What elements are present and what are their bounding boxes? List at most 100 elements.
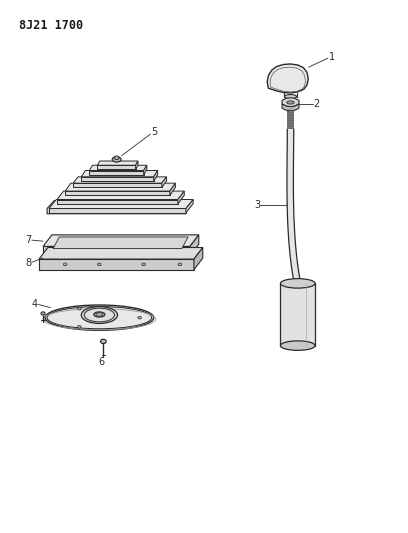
Polygon shape	[282, 98, 299, 107]
Polygon shape	[162, 177, 166, 188]
Polygon shape	[287, 211, 294, 215]
Text: 2: 2	[313, 99, 320, 109]
Polygon shape	[287, 193, 293, 198]
Polygon shape	[170, 183, 175, 195]
Polygon shape	[287, 169, 293, 173]
Text: 4: 4	[32, 300, 38, 310]
Polygon shape	[288, 223, 295, 228]
Ellipse shape	[41, 312, 45, 315]
Polygon shape	[194, 247, 203, 270]
Polygon shape	[290, 253, 297, 257]
Ellipse shape	[138, 317, 142, 319]
Text: 8J21 1700: 8J21 1700	[19, 19, 83, 31]
Polygon shape	[287, 177, 293, 181]
Polygon shape	[291, 265, 298, 269]
Text: 8: 8	[25, 259, 31, 268]
Ellipse shape	[280, 341, 315, 350]
Text: 7: 7	[25, 235, 31, 245]
Ellipse shape	[98, 263, 101, 266]
Ellipse shape	[284, 94, 297, 99]
Polygon shape	[57, 199, 178, 204]
Polygon shape	[287, 150, 294, 154]
Text: 1: 1	[329, 52, 335, 62]
Ellipse shape	[114, 156, 119, 160]
Polygon shape	[287, 158, 293, 161]
Polygon shape	[287, 181, 293, 185]
Polygon shape	[178, 191, 184, 204]
Polygon shape	[98, 161, 138, 165]
Ellipse shape	[84, 308, 115, 322]
Polygon shape	[81, 171, 158, 177]
Polygon shape	[287, 154, 294, 158]
Polygon shape	[288, 232, 295, 236]
Polygon shape	[47, 200, 193, 214]
Polygon shape	[39, 259, 194, 270]
Polygon shape	[280, 284, 315, 345]
Polygon shape	[287, 185, 293, 190]
Polygon shape	[49, 208, 186, 213]
Polygon shape	[289, 240, 295, 245]
Polygon shape	[186, 199, 193, 213]
Polygon shape	[287, 140, 294, 143]
Polygon shape	[293, 277, 300, 281]
Polygon shape	[287, 215, 294, 219]
Ellipse shape	[96, 313, 103, 317]
Polygon shape	[288, 228, 295, 232]
Ellipse shape	[45, 305, 154, 330]
Ellipse shape	[178, 263, 182, 266]
Polygon shape	[154, 171, 158, 181]
Polygon shape	[73, 183, 162, 188]
Polygon shape	[89, 171, 144, 175]
Polygon shape	[287, 206, 294, 211]
Polygon shape	[282, 104, 299, 111]
Polygon shape	[288, 219, 294, 223]
Polygon shape	[288, 236, 295, 240]
Polygon shape	[287, 143, 294, 147]
Polygon shape	[287, 133, 294, 136]
Polygon shape	[287, 161, 293, 165]
Polygon shape	[65, 191, 170, 195]
Ellipse shape	[280, 279, 315, 288]
Polygon shape	[287, 198, 293, 202]
Ellipse shape	[142, 263, 145, 266]
Polygon shape	[289, 248, 296, 253]
Ellipse shape	[94, 312, 105, 317]
Polygon shape	[287, 202, 294, 206]
Polygon shape	[57, 191, 184, 199]
Polygon shape	[49, 199, 193, 208]
Polygon shape	[43, 246, 190, 256]
Ellipse shape	[100, 340, 106, 343]
Text: 3: 3	[254, 200, 260, 210]
Polygon shape	[39, 247, 203, 259]
Polygon shape	[287, 190, 293, 193]
Polygon shape	[98, 165, 135, 169]
Ellipse shape	[81, 306, 118, 324]
Polygon shape	[291, 261, 298, 265]
Polygon shape	[43, 235, 199, 246]
Polygon shape	[293, 273, 299, 277]
Text: 5: 5	[152, 127, 158, 137]
Ellipse shape	[287, 101, 294, 104]
Ellipse shape	[78, 326, 81, 328]
Ellipse shape	[47, 306, 152, 329]
Polygon shape	[287, 165, 293, 169]
Polygon shape	[89, 165, 147, 171]
Polygon shape	[287, 147, 294, 150]
Polygon shape	[53, 237, 188, 248]
Polygon shape	[287, 108, 294, 130]
Polygon shape	[81, 177, 154, 181]
Polygon shape	[289, 245, 296, 248]
Polygon shape	[290, 257, 297, 261]
Ellipse shape	[63, 263, 67, 266]
Polygon shape	[287, 136, 294, 140]
Ellipse shape	[112, 157, 121, 162]
Polygon shape	[65, 183, 175, 191]
Polygon shape	[287, 130, 294, 133]
Ellipse shape	[78, 307, 81, 310]
Polygon shape	[292, 269, 299, 273]
Polygon shape	[287, 173, 293, 177]
Polygon shape	[135, 161, 138, 169]
Polygon shape	[73, 177, 166, 183]
Polygon shape	[190, 235, 199, 256]
Polygon shape	[294, 281, 301, 285]
